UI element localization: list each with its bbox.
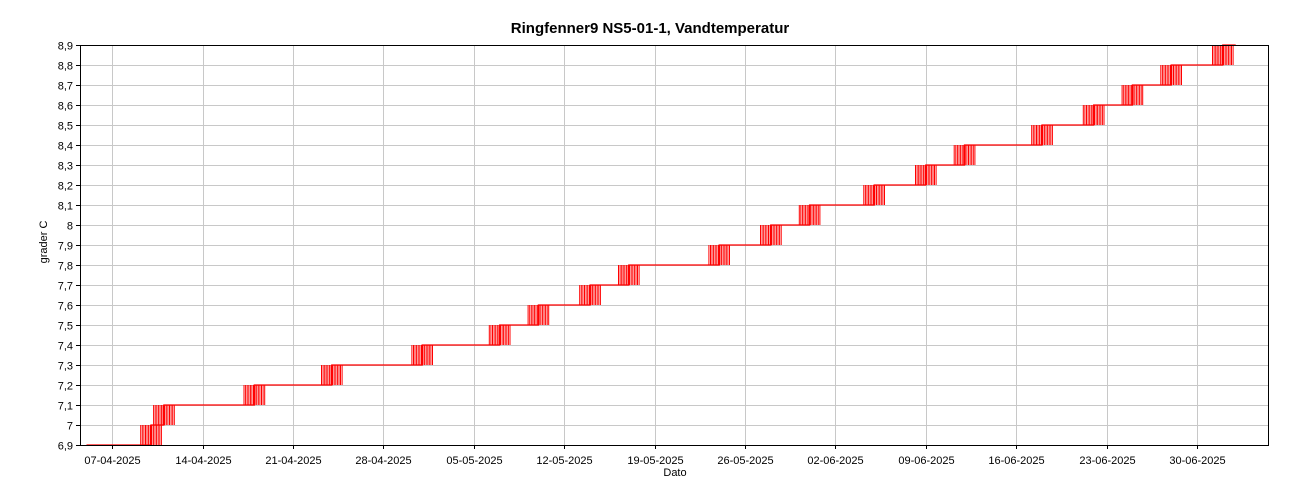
x-tick-label: 16-06-2025 bbox=[988, 455, 1044, 467]
x-tick-label: 23-06-2025 bbox=[1079, 455, 1135, 467]
chart-title: Ringfenner9 NS5-01-1, Vandtemperatur bbox=[510, 20, 790, 37]
x-tick-label: 12-05-2025 bbox=[536, 455, 592, 467]
y-tick-label: 7,5 bbox=[58, 321, 73, 333]
y-tick-label: 8,4 bbox=[58, 141, 73, 153]
x-tick-label: 26-05-2025 bbox=[717, 455, 773, 467]
axis-layer: 6,9 7 7,1 7,2 7,3 7,4 7,5 7,6 7,7 7,8 7,9 8 8,1 8,2 8,… bbox=[58, 41, 1269, 467]
x-tick-label: 05-05-2025 bbox=[446, 455, 502, 467]
x-tick-label: 14-04-2025 bbox=[175, 455, 231, 467]
y-tick-label: 7,8 bbox=[58, 261, 73, 273]
x-tick-label: 30-06-2025 bbox=[1169, 455, 1225, 467]
y-tick-label: 7,3 bbox=[58, 361, 73, 373]
grid-layer bbox=[80, 45, 1268, 446]
x-tick-label: 21-04-2025 bbox=[265, 455, 321, 467]
plot-frame bbox=[80, 45, 1269, 446]
y-tick-label: 8,7 bbox=[58, 81, 73, 93]
y-tick-label: 8,6 bbox=[58, 101, 73, 113]
x-tick-label: 19-05-2025 bbox=[627, 455, 683, 467]
temperature-line bbox=[86, 44, 1236, 446]
y-tick-label: 8 bbox=[67, 221, 73, 233]
y-tick-label: 8,2 bbox=[58, 181, 73, 193]
y-tick-label: 7,9 bbox=[58, 241, 73, 253]
y-tick-label: 8,9 bbox=[58, 41, 73, 53]
x-tick-label: 07-04-2025 bbox=[84, 455, 140, 467]
y-tick-label: 8,1 bbox=[58, 201, 73, 213]
y-tick-label: 6,9 bbox=[58, 441, 73, 453]
y-tick-label: 7,1 bbox=[58, 401, 73, 413]
x-tick-label: 28-04-2025 bbox=[355, 455, 411, 467]
y-tick-label: 7,7 bbox=[58, 281, 73, 293]
x-tick-label: 09-06-2025 bbox=[898, 455, 954, 467]
y-tick-label: 7,4 bbox=[58, 341, 73, 353]
x-tick-label: 02-06-2025 bbox=[807, 455, 863, 467]
series-layer bbox=[86, 44, 1236, 446]
temperature-oscillation bbox=[140, 45, 1234, 445]
x-axis-label: Dato bbox=[663, 467, 687, 479]
y-tick-label: 8,5 bbox=[58, 121, 73, 133]
y-tick-label: 7,6 bbox=[58, 301, 73, 313]
y-tick-label: 7,2 bbox=[58, 381, 73, 393]
y-tick-label: 8,3 bbox=[58, 161, 73, 173]
y-tick-label: 7 bbox=[67, 421, 73, 433]
y-tick-label: 8,8 bbox=[58, 61, 73, 73]
